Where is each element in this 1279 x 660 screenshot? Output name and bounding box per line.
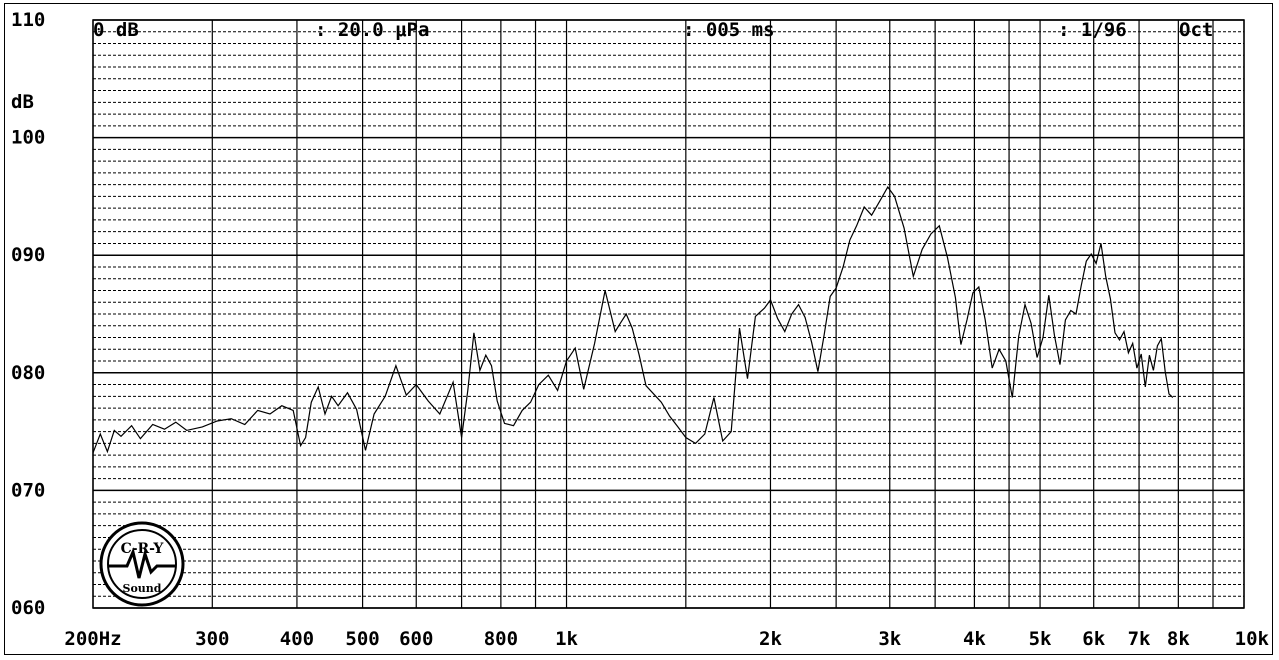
x-tick-label: 200Hz — [64, 628, 121, 650]
x-tick-label: 5k — [1029, 628, 1052, 650]
reference-pressure-label: : 20.0 μPa — [315, 19, 429, 41]
x-tick-label: 800 — [484, 628, 518, 650]
x-tick-label: 400 — [280, 628, 314, 650]
x-tick-label: 6k — [1082, 628, 1105, 650]
logo-waveform — [109, 547, 175, 579]
y-tick-label: 070 — [11, 479, 45, 501]
x-tick-label: 500 — [345, 628, 379, 650]
response-curve — [92, 185, 1174, 454]
x-tick-label: 8k — [1167, 628, 1190, 650]
logo-text-bottom: Sound — [123, 582, 162, 595]
x-tick-label: 3k — [878, 628, 901, 650]
x-tick-label: 600 — [399, 628, 433, 650]
x-tick-label: 7k — [1128, 628, 1151, 650]
x-tick-label: 2k — [759, 628, 782, 650]
y-axis-label: dB — [11, 91, 34, 113]
y-tick-label: 080 — [11, 362, 45, 384]
x-tick-label: 4k — [963, 628, 986, 650]
x-tick-label: 300 — [195, 628, 229, 650]
band-resolution-label: : 1/96 — [1058, 19, 1127, 41]
cry-sound-logo: C-R-Y Sound — [99, 521, 185, 607]
chart-frame: 110 100 090 080 070 060 dB 200Hz 300 400 500 600 800… — [4, 3, 1273, 655]
x-tick-label: 10k — [1235, 628, 1270, 650]
logo-text-top: C-R-Y — [121, 541, 165, 557]
x-tick-label: 1k — [555, 628, 578, 650]
time-window-label: : 005 ms — [683, 19, 775, 41]
reference-level-label: 0 dB — [93, 19, 139, 41]
y-tick-label: 100 — [11, 127, 45, 149]
band-unit-label: Oct — [1179, 19, 1213, 41]
y-tick-label: 090 — [11, 244, 45, 266]
y-tick-label: 060 — [11, 597, 45, 619]
y-tick-label: 110 — [11, 9, 45, 31]
frequency-response-chart: 110 100 090 080 070 060 dB 200Hz 300 400 500 600 800… — [11, 9, 1270, 650]
